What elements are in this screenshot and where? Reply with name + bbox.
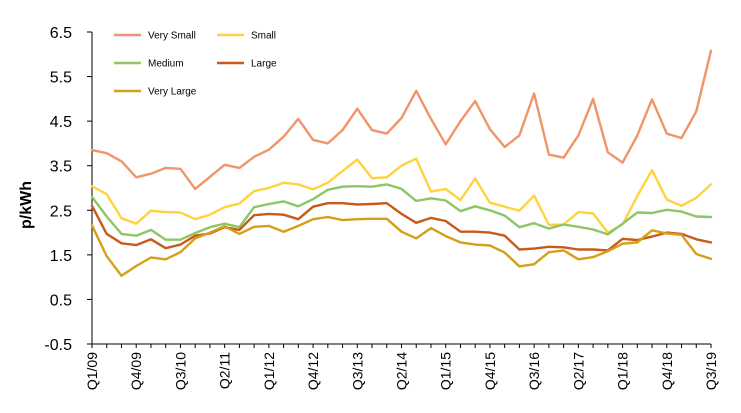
legend-label-large: Large [251, 59, 277, 70]
x-tick-label: Q3/10 [172, 352, 188, 390]
axes [91, 32, 711, 345]
x-tick-label: Q4/15 [482, 352, 498, 390]
x-tick-label: Q1/18 [615, 352, 631, 390]
legend-label-medium: Medium [148, 59, 184, 70]
y-axis-ticks: 6.5 5.5 4.5 3.5 2.5 1.5 0.5 -0.5 [44, 25, 92, 354]
y-tick-label: -0.5 [44, 337, 72, 354]
series-line-very-small [90, 49, 713, 191]
x-axis-ticks: Q1/09 Q4/09 Q3/10 Q2/11 Q1/12 Q4/12 Q3/13 Q2/14… [84, 344, 719, 390]
legend-label-very-large: Very Large [148, 87, 197, 98]
y-tick-label: 0.5 [50, 292, 72, 309]
series-line-medium [90, 183, 713, 241]
y-tick-label: 5.5 [50, 70, 72, 87]
x-tick-label: Q3/19 [703, 352, 719, 390]
x-tick-label: Q4/09 [128, 352, 144, 390]
y-axis-title: p/kWh [18, 181, 35, 229]
x-tick-label: Q1/09 [84, 352, 100, 390]
y-tick-label: 3.5 [50, 159, 72, 176]
series-line-very-large [90, 215, 713, 277]
x-tick-label: Q2/14 [394, 352, 410, 390]
legend-label-very-small: Very Small [148, 31, 196, 42]
x-tick-label: Q2/11 [217, 352, 233, 389]
x-tick-label: Q1/12 [261, 352, 277, 390]
series-lines [90, 49, 713, 277]
y-tick-label: 1.5 [50, 248, 72, 265]
x-tick-label: Q3/16 [526, 352, 542, 390]
x-tick-label: Q1/15 [438, 352, 454, 390]
x-tick-label: Q4/12 [305, 352, 321, 390]
y-tick-label: 2.5 [50, 203, 72, 220]
legend: Very Small Small Medium Large Very Large [114, 31, 277, 98]
x-tick-label: Q3/13 [349, 352, 365, 390]
legend-label-small: Small [251, 31, 276, 42]
y-tick-label: 6.5 [50, 25, 72, 42]
x-tick-label: Q4/18 [659, 352, 675, 390]
series-line-small [90, 157, 713, 234]
y-tick-label: 4.5 [50, 114, 72, 131]
x-tick-label: Q2/17 [570, 352, 586, 390]
